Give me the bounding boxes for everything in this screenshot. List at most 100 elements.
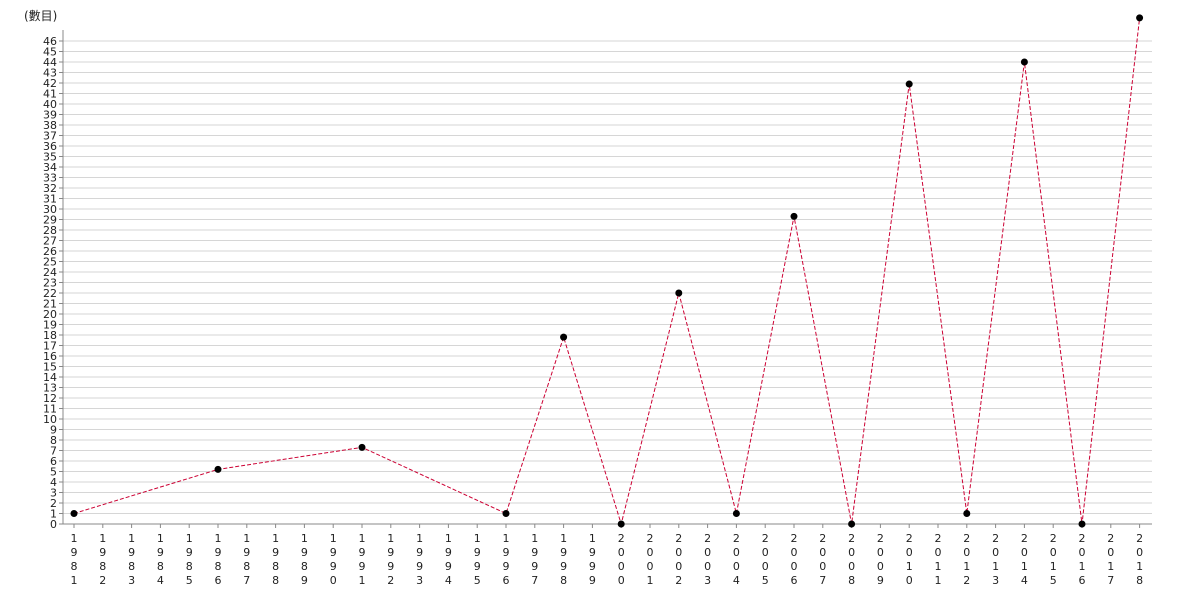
y-tick-label: 20 — [43, 308, 57, 321]
y-tick-label: 43 — [43, 67, 57, 80]
y-tick-label: 12 — [43, 392, 57, 405]
data-point — [1020, 58, 1028, 66]
y-tick-label: 42 — [43, 77, 57, 90]
y-tick-label: 9 — [50, 424, 57, 437]
y-tick-label: 24 — [43, 266, 57, 279]
y-tick-label: 5 — [50, 466, 57, 479]
y-tick-label: 45 — [43, 46, 57, 59]
y-tick-label: 35 — [43, 151, 57, 164]
y-tick-label: 7 — [50, 445, 57, 458]
data-point — [675, 289, 683, 297]
gridlines — [63, 40, 1152, 514]
data-point — [1078, 520, 1086, 528]
y-tick-label: 17 — [43, 340, 57, 353]
y-tick-label: 1 — [50, 508, 57, 521]
y-tick-label: 46 — [43, 35, 57, 48]
y-tick-label: 15 — [43, 361, 57, 374]
data-point — [214, 465, 222, 473]
y-tick-label: 10 — [43, 413, 57, 426]
y-tick-label: 8 — [50, 434, 57, 447]
y-tick-label: 38 — [43, 119, 57, 132]
y-tick-label: 34 — [43, 161, 57, 174]
data-point — [560, 333, 568, 341]
y-tick-label: 37 — [43, 130, 57, 143]
data-point — [732, 510, 740, 517]
y-tick-label: 28 — [43, 224, 57, 237]
y-tick-label: 44 — [43, 56, 57, 69]
y-tick-label: 4 — [50, 476, 57, 489]
y-tick-label: 29 — [43, 214, 57, 227]
data-point — [502, 510, 510, 517]
y-tick-label: 2 — [50, 497, 57, 510]
data-point — [905, 80, 913, 88]
y-tick-label: 0 — [50, 518, 57, 531]
data-point — [1136, 14, 1144, 22]
y-tick-label: 36 — [43, 140, 57, 153]
data-point — [848, 520, 856, 528]
y-tick-label: 21 — [43, 298, 57, 311]
y-tick-label: 30 — [43, 203, 57, 216]
y-tick-label: 23 — [43, 277, 57, 290]
data-point — [70, 510, 78, 517]
series-line — [73, 17, 1141, 526]
data-point — [358, 443, 366, 451]
y-axis-ticks: 0123456789101112131415161718192021222324… — [43, 35, 63, 531]
data-point — [790, 212, 798, 220]
y-tick-label: 13 — [43, 382, 57, 395]
y-tick-label: 25 — [43, 256, 57, 269]
y-tick-label: 39 — [43, 109, 57, 122]
y-tick-label: 32 — [43, 182, 57, 195]
y-tick-label: 11 — [43, 403, 57, 416]
y-tick-label: 33 — [43, 172, 57, 185]
y-tick-label: 16 — [43, 350, 57, 363]
data-point — [963, 510, 971, 517]
y-tick-label: 40 — [43, 98, 57, 111]
y-tick-label: 19 — [43, 319, 57, 332]
y-tick-label: 27 — [43, 235, 57, 248]
x-axis-ticks: 1 9 8 1 1 9 8 2 1 9 8 3 1 9 8 4 1 9 8 5 1 9 8 6 1 9 8 7 1 9 8 8 1 9 8 9 1 9 9 0… — [71, 524, 1143, 587]
series-group — [70, 14, 1144, 528]
y-tick-label: 41 — [43, 88, 57, 101]
y-tick-label: 14 — [43, 371, 57, 384]
y-tick-label: 18 — [43, 329, 57, 342]
y-tick-label: 3 — [50, 487, 57, 500]
